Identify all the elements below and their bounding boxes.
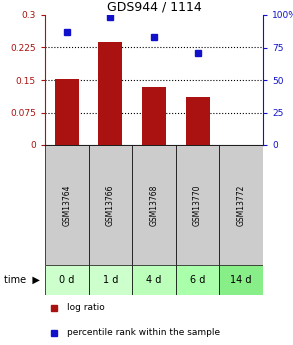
Bar xyxy=(176,265,219,295)
Bar xyxy=(88,265,132,295)
Bar xyxy=(88,145,132,265)
Text: GSM13770: GSM13770 xyxy=(193,184,202,226)
Bar xyxy=(98,42,122,145)
Text: time  ▶: time ▶ xyxy=(4,275,40,285)
Bar xyxy=(176,145,219,265)
Bar xyxy=(45,265,88,295)
Title: GDS944 / 1114: GDS944 / 1114 xyxy=(107,1,201,14)
Text: 6 d: 6 d xyxy=(190,275,205,285)
Bar xyxy=(219,265,263,295)
Text: GSM13766: GSM13766 xyxy=(106,184,115,226)
Bar xyxy=(185,97,209,145)
Text: log ratio: log ratio xyxy=(67,303,105,312)
Text: 14 d: 14 d xyxy=(231,275,252,285)
Bar xyxy=(219,145,263,265)
Text: 4 d: 4 d xyxy=(146,275,162,285)
Text: GSM13772: GSM13772 xyxy=(237,184,246,226)
Bar xyxy=(132,265,176,295)
Bar xyxy=(55,79,79,145)
Text: GSM13764: GSM13764 xyxy=(62,184,71,226)
Bar xyxy=(132,145,176,265)
Text: percentile rank within the sample: percentile rank within the sample xyxy=(67,328,220,337)
Text: 0 d: 0 d xyxy=(59,275,74,285)
Text: GSM13768: GSM13768 xyxy=(149,184,159,226)
Text: 1 d: 1 d xyxy=(103,275,118,285)
Bar xyxy=(45,145,88,265)
Bar xyxy=(142,87,166,145)
